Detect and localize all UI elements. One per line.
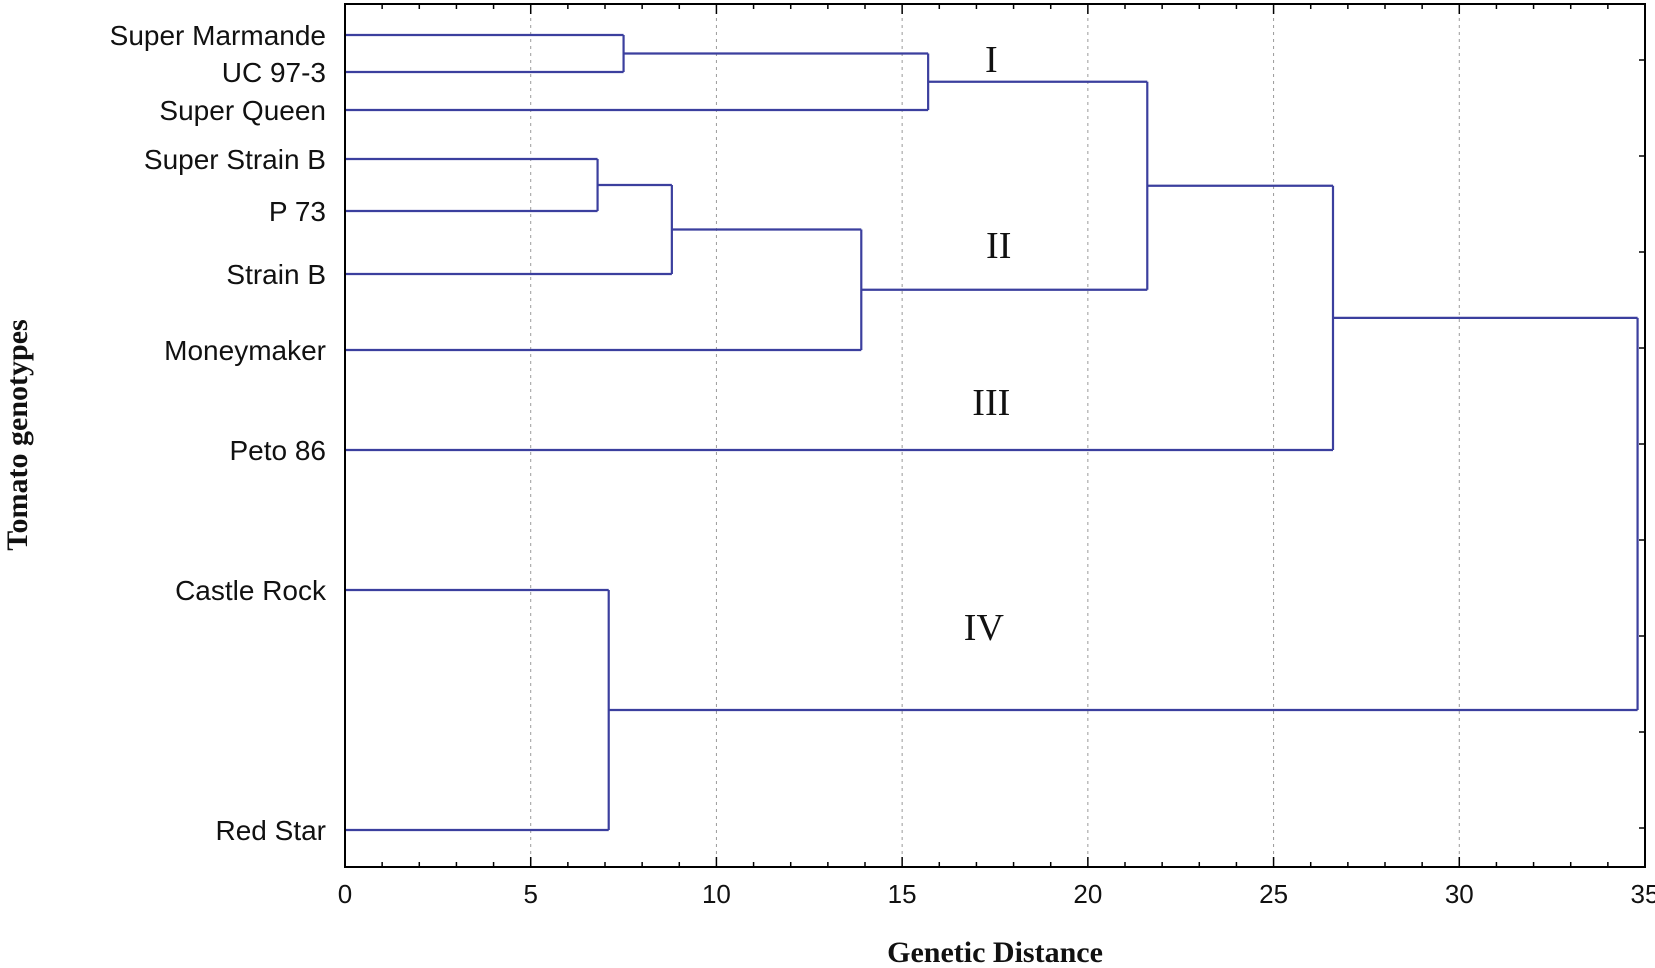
leaf-label: Red Star: [216, 815, 327, 846]
x-tick-label: 25: [1259, 879, 1288, 909]
x-tick-label: 10: [702, 879, 731, 909]
y-axis-title: Tomato genotypes: [1, 319, 34, 550]
leaf-labels: Super Marmande UC 97-3 Super Queen Super St…: [110, 20, 327, 846]
leaf-label: Strain B: [226, 259, 326, 290]
x-tick-label: 15: [888, 879, 917, 909]
dendrogram-links: [345, 33, 1639, 832]
x-axis-title: Genetic Distance: [887, 936, 1103, 968]
x-tick-label: 0: [338, 879, 352, 909]
x-tick-label: 35: [1631, 879, 1655, 909]
grid-lines: [530, 4, 1460, 867]
leaf-label: Moneymaker: [164, 335, 326, 366]
cluster-label: I: [985, 39, 998, 81]
leaf-label: Super Strain B: [144, 144, 326, 175]
axis-ticks: 0 5 10 15 20 25 30 35: [338, 4, 1655, 909]
cluster-label: III: [972, 382, 1010, 424]
leaf-label: Castle Rock: [175, 575, 327, 606]
x-tick-label: 30: [1445, 879, 1474, 909]
leaf-label: Peto 86: [229, 435, 326, 466]
cluster-label: II: [986, 225, 1011, 267]
leaf-label: Super Marmande: [110, 20, 326, 51]
leaf-label: UC 97-3: [222, 57, 326, 88]
x-tick-label: 20: [1073, 879, 1102, 909]
cluster-label: IV: [964, 607, 1005, 649]
x-tick-label: 5: [523, 879, 537, 909]
leaf-label: P 73: [269, 196, 326, 227]
plot-frame: [344, 3, 1646, 868]
leaf-label: Super Queen: [159, 95, 326, 126]
